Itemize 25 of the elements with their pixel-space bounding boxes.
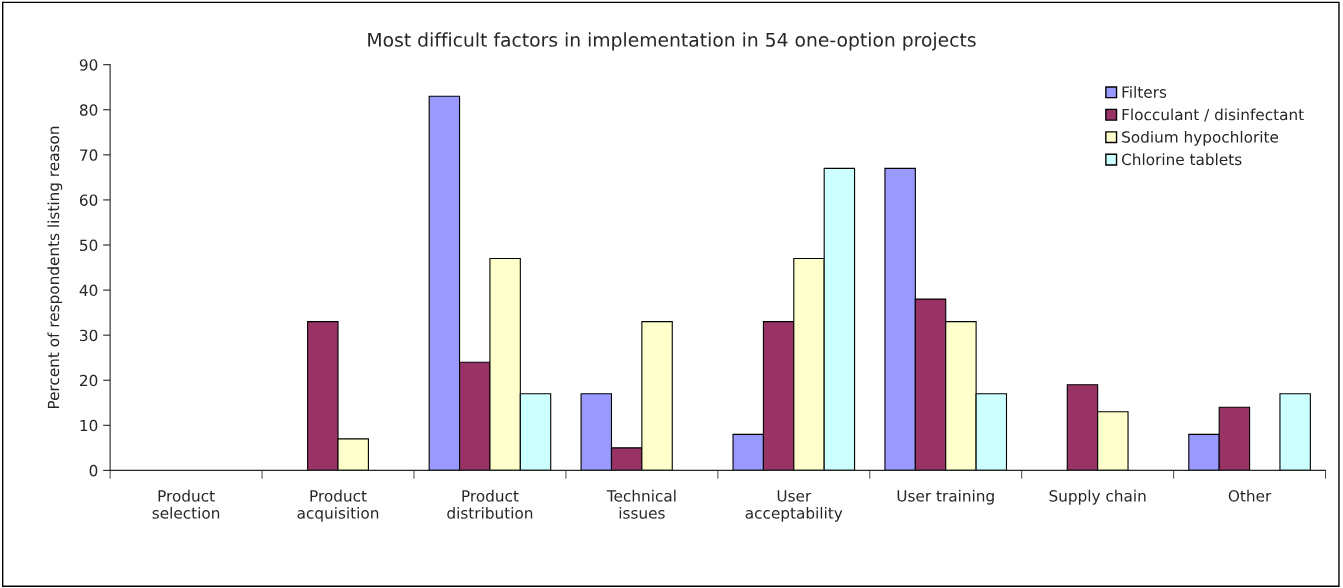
x-tick-label: Product distribution — [447, 489, 533, 519]
bar — [1279, 393, 1311, 471]
y-tick-label: 20 — [80, 374, 98, 387]
x-tick-label: Supply chain — [1049, 489, 1146, 505]
x-tick-label: User training — [897, 489, 994, 505]
legend-label: Flocculant / disinfectant — [1122, 108, 1304, 122]
y-tick-label: 80 — [79, 104, 98, 116]
y-tick-label: 40 — [79, 284, 98, 297]
legend-label: Sodium hypochlorite — [1122, 130, 1279, 146]
y-tick-label: 10 — [80, 419, 98, 432]
x-tick-label: Other — [1228, 489, 1272, 502]
legend-label: Chlorine tablets — [1121, 153, 1242, 166]
y-tick-label: 60 — [79, 194, 98, 206]
y-tick-label: 30 — [80, 329, 98, 342]
x-tick-label: Product selection — [152, 489, 220, 519]
legend-label: Filters — [1122, 86, 1167, 98]
x-tick-label: Technical issues — [606, 489, 676, 519]
x-tick-label: Product acquisition — [297, 489, 379, 522]
y-tick-label: 90 — [79, 59, 98, 71]
x-tick-label: User acceptability — [745, 490, 843, 522]
y-tick-label: 50 — [80, 239, 98, 252]
y-tick-label: 0 — [89, 464, 98, 477]
y-tick-label: 70 — [80, 149, 98, 161]
chart-title: Most difficult factors in implementation in 54 one-option projects — [368, 32, 976, 51]
y-axis-title: Percent of respondents listing reason — [47, 126, 63, 409]
